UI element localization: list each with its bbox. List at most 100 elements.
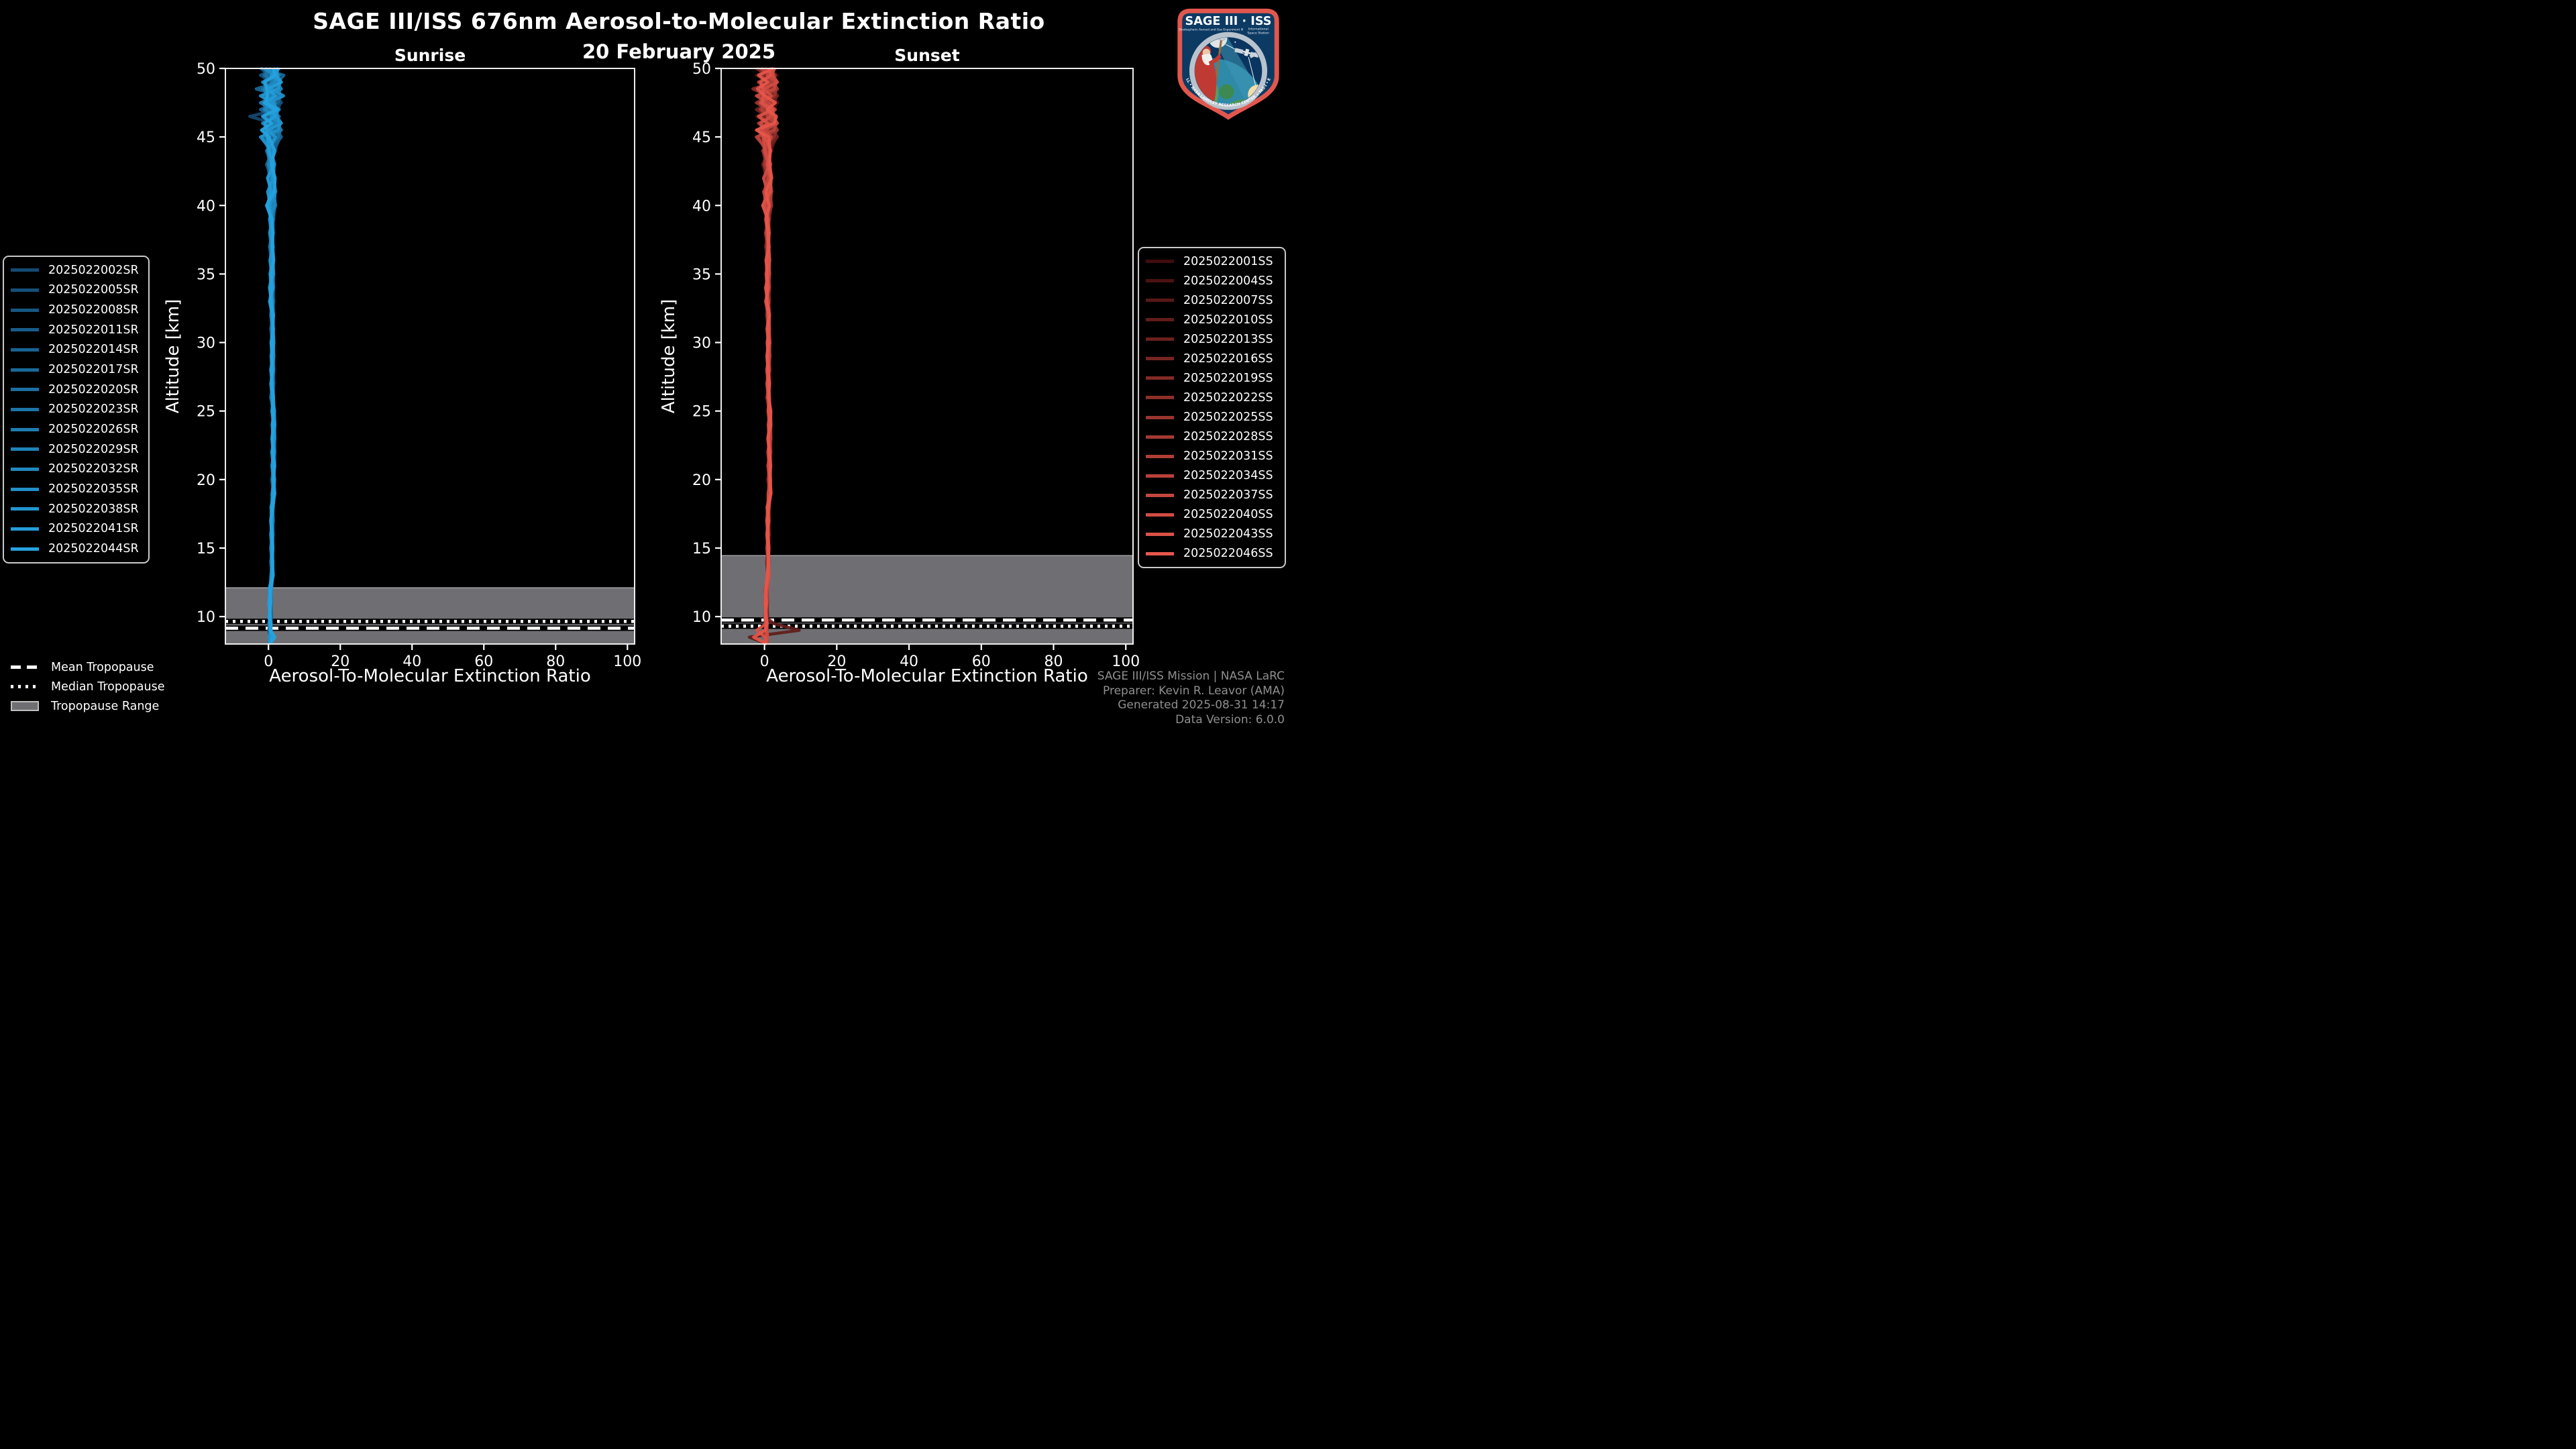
legend-swatch-icon — [1146, 454, 1174, 458]
legend-swatch-icon — [11, 467, 39, 471]
legend-event-label: 2025022007SS — [1183, 293, 1273, 307]
x-tick-label: 100 — [613, 653, 641, 670]
legend-swatch-icon — [1146, 396, 1174, 400]
sunset-panel-title: Sunset — [894, 46, 960, 65]
legend-swatch-icon — [1146, 474, 1174, 478]
x-tick-label: 0 — [760, 653, 769, 670]
legend-swatch-icon — [1146, 279, 1174, 283]
tropopause-range-legend-row: Tropopause Range — [11, 696, 164, 716]
legend-event-label: 2025022032SR — [48, 462, 139, 476]
y-tick-label: 50 — [692, 61, 711, 78]
axes-box — [720, 68, 1134, 645]
legend-item: 2025022046SS — [1146, 547, 1278, 560]
legend-item: 2025022002SR — [11, 264, 142, 277]
legend-swatch-icon — [11, 547, 39, 551]
legend-event-label: 2025022002SR — [48, 263, 139, 277]
y-tick-label: 20 — [197, 472, 215, 489]
x-axis-label: Aerosol-To-Molecular Extinction Ratio — [269, 666, 591, 686]
y-tick-label: 30 — [692, 335, 711, 352]
legend-item: 2025022023SR — [11, 402, 142, 416]
legend-swatch-icon — [11, 347, 39, 352]
logo-earth-land-3 — [1219, 84, 1234, 99]
legend-item: 2025022001SS — [1146, 255, 1278, 268]
legend-item: 2025022014SR — [11, 343, 142, 356]
mean-tropopause-legend-row: Mean Tropopause — [11, 657, 164, 677]
x-tick-label: 40 — [900, 653, 918, 670]
legend-item: 2025022028SS — [1146, 430, 1278, 443]
legend-item: 2025022035SR — [11, 482, 142, 496]
legend-swatch-icon — [1146, 513, 1174, 517]
sunrise-panel: 0 20 40 60 80 100 10 15 20 25 30 35 40 45 50 Aerosol-To… — [163, 61, 641, 686]
x-tick-label: 20 — [827, 653, 846, 670]
tropopause-range-band — [225, 588, 635, 644]
legend-event-label: 2025022019SS — [1183, 371, 1273, 385]
legend-event-label: 2025022026SR — [48, 423, 139, 437]
y-tick-label: 35 — [197, 266, 215, 283]
legend-item: 2025022043SS — [1146, 527, 1278, 541]
mean-tropopause-dash-icon — [11, 665, 39, 669]
legend-item: 2025022041SR — [11, 522, 142, 535]
legend-item: 2025022010SS — [1146, 313, 1278, 327]
legend-item: 2025022022SS — [1146, 391, 1278, 405]
legend-swatch-icon — [11, 447, 39, 451]
legend-event-label: 2025022023SR — [48, 402, 139, 417]
y-tick-label: 25 — [197, 404, 215, 421]
legend-item: 2025022040SS — [1146, 508, 1278, 521]
y-axis-label: Altitude [km] — [659, 299, 679, 414]
profile-2025022002SR — [248, 67, 282, 645]
logo-tagline-right-2: Space Station — [1247, 32, 1269, 36]
legend-item: 2025022017SR — [11, 363, 142, 376]
mean-tropopause-label: Mean Tropopause — [51, 660, 154, 674]
x-tick-label: 80 — [546, 653, 565, 670]
legend-event-label: 2025022031SS — [1183, 449, 1273, 464]
legend-swatch-icon — [1146, 299, 1174, 303]
sage-iii-iss-logo: SAGE III · ISS Stratospheric Aerosol and… — [1171, 2, 1279, 120]
legend-item: 2025022029SR — [11, 443, 142, 456]
legend-event-label: 2025022046SS — [1183, 547, 1273, 561]
y-axis-label: Altitude [km] — [163, 299, 183, 414]
y-tick-label: 10 — [692, 609, 711, 626]
x-tick-label: 60 — [474, 653, 493, 670]
legend-item: 2025022026SR — [11, 423, 142, 436]
legend-event-label: 2025022016SS — [1183, 352, 1273, 366]
sunrise-panel-title: Sunrise — [394, 46, 466, 65]
x-tick-label: 100 — [1112, 653, 1140, 670]
legend-item: 2025022007SS — [1146, 294, 1278, 307]
legend-event-label: 2025022025SS — [1183, 411, 1273, 425]
legend-swatch-icon — [11, 268, 39, 272]
legend-item: 2025022004SS — [1146, 274, 1278, 288]
logo-tagline-left: Stratospheric Aerosol and Gas Experiment… — [1179, 28, 1243, 32]
credit-preparer: Preparer: Kevin R. Leavor (AMA) — [1103, 684, 1285, 698]
legend-item: 2025022011SR — [11, 323, 142, 337]
legend-item: 2025022008SR — [11, 303, 142, 317]
legend-item: 2025022016SS — [1146, 352, 1278, 366]
legend-event-label: 2025022029SR — [48, 442, 139, 456]
profile-2025022044SR — [260, 68, 279, 645]
legend-swatch-icon — [1146, 376, 1174, 380]
legend-item: 2025022020SR — [11, 383, 142, 396]
legend-swatch-icon — [1146, 435, 1174, 439]
legend-item: 2025022005SR — [11, 283, 142, 297]
legend-event-label: 2025022020SR — [48, 382, 139, 396]
legend-item: 2025022013SS — [1146, 333, 1278, 346]
x-tick-label: 20 — [331, 653, 350, 670]
legend-swatch-icon — [11, 328, 39, 332]
legend-swatch-icon — [1146, 551, 1174, 555]
sunset-series-legend: 2025022001SS 2025022004SS 2025022007SS 2025… — [1138, 247, 1286, 568]
y-tick-label: 10 — [197, 609, 215, 626]
legend-event-label: 2025022022SS — [1183, 390, 1273, 405]
profile-2025022046SS — [752, 66, 778, 646]
legend-swatch-icon — [1146, 260, 1174, 264]
legend-event-label: 2025022043SS — [1183, 527, 1273, 541]
sunrise-series-legend-list: 2025022002SR 2025022005SR 2025022008SR 2025… — [11, 260, 142, 559]
legend-event-label: 2025022014SR — [48, 343, 139, 357]
legend-event-label: 2025022008SR — [48, 303, 139, 317]
legend-swatch-icon — [1146, 415, 1174, 419]
x-tick-label: 40 — [402, 653, 421, 670]
legend-event-label: 2025022028SS — [1183, 430, 1273, 444]
sunset-panel: 0 20 40 60 80 100 10 15 20 25 30 35 40 45 50 Aerosol-To… — [659, 61, 1140, 686]
legend-swatch-icon — [1146, 318, 1174, 322]
figure-root: 0 20 40 60 80 100 10 15 20 25 30 35 40 45 50 Aerosol-To… — [0, 0, 1288, 727]
median-tropopause-label: Median Tropopause — [51, 680, 165, 694]
credit-mission: SAGE III/ISS Mission | NASA LaRC — [1097, 669, 1285, 683]
